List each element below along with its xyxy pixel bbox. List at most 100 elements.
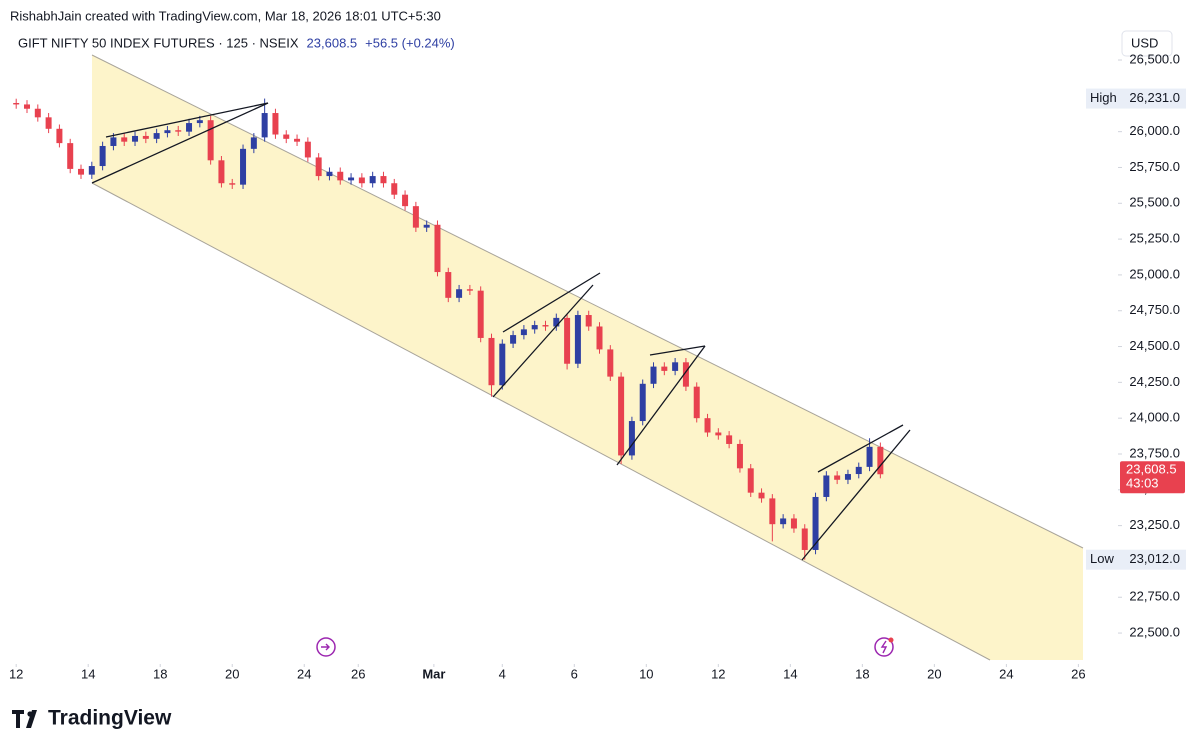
- candle-body: [477, 290, 484, 338]
- brand: TradingView: [48, 707, 172, 730]
- candle-body: [628, 421, 635, 456]
- candle-body: [207, 120, 214, 161]
- candle-body: [499, 343, 506, 386]
- candle-body: [56, 128, 63, 144]
- candle-body: [661, 366, 668, 371]
- candle-body: [715, 432, 722, 436]
- high-marker-label: 26,231.0: [1129, 90, 1180, 105]
- candle-body: [542, 325, 549, 327]
- y-tick-label: 25,000.0: [1129, 266, 1180, 281]
- event-icon: [316, 637, 336, 657]
- candle-body: [531, 325, 538, 330]
- candle-body: [434, 224, 441, 273]
- countdown: 43:03: [1126, 476, 1159, 491]
- candle-body: [218, 160, 225, 184]
- x-tick-label: 18: [855, 666, 869, 681]
- x-tick-label: 20: [927, 666, 941, 681]
- candle-body: [132, 135, 139, 142]
- candle-body: [45, 117, 52, 129]
- candle-body: [348, 177, 355, 181]
- x-tick-label: 14: [81, 666, 95, 681]
- y-tick-label: 24,500.0: [1129, 338, 1180, 353]
- candle-body: [877, 446, 884, 475]
- candle-body: [175, 130, 182, 132]
- candle-body: [607, 349, 614, 377]
- credit: RishabhJain created with TradingView.com…: [10, 8, 441, 23]
- wedge-line: [492, 284, 594, 398]
- x-tick-label: 6: [571, 666, 578, 681]
- wedge-line: [502, 272, 601, 333]
- candle-body: [693, 386, 700, 419]
- y-tick-label: 23,750.0: [1129, 445, 1180, 460]
- x-tick-label: 4: [499, 666, 506, 681]
- channel-fill: [92, 55, 1083, 660]
- x-tick-label: 24: [297, 666, 311, 681]
- candle-body: [358, 177, 365, 184]
- y-tick-label: 24,000.0: [1129, 410, 1180, 425]
- x-tick-label: 26: [1071, 666, 1085, 681]
- candle-body: [283, 134, 290, 139]
- candle-body: [747, 468, 754, 493]
- y-tick-label: 26,000.0: [1129, 123, 1180, 138]
- wedge-line: [616, 345, 706, 466]
- y-tick-label: 25,500.0: [1129, 195, 1180, 210]
- candle-body: [844, 474, 851, 480]
- change: +56.5 (+0.24%): [365, 35, 455, 50]
- candle-body: [585, 315, 592, 327]
- low-marker-label: 23,012.0: [1129, 551, 1180, 566]
- candle-body: [315, 157, 322, 177]
- wedge-line: [91, 102, 269, 184]
- candle-body: [510, 335, 517, 344]
- candle-body: [67, 143, 74, 169]
- low-marker-text: Low: [1090, 551, 1114, 566]
- currency[interactable]: USD: [1131, 35, 1158, 50]
- candle-body: [564, 317, 571, 364]
- candle-body: [229, 183, 236, 185]
- candle-body: [88, 166, 95, 175]
- logo: TradingView: [12, 707, 172, 730]
- y-tick-label: 25,250.0: [1129, 231, 1180, 246]
- candle-body: [866, 446, 873, 467]
- candle-body: [445, 272, 452, 298]
- wedge-line: [801, 429, 911, 561]
- candle-body: [855, 466, 862, 475]
- currency-button[interactable]: [1121, 30, 1173, 57]
- candle-body: [650, 366, 657, 384]
- y-tick-label: 23,250.0: [1129, 517, 1180, 532]
- candle-body: [369, 176, 376, 184]
- candle-body: [240, 148, 247, 185]
- candle-body: [412, 206, 419, 228]
- candle-body: [790, 518, 797, 529]
- candle-body: [736, 443, 743, 469]
- candle-body: [13, 103, 20, 105]
- candle-body: [672, 362, 679, 371]
- candle-body: [121, 137, 128, 142]
- candle-body: [758, 492, 765, 499]
- y-tick-label: 24,750.0: [1129, 302, 1180, 317]
- candle-body: [304, 141, 311, 158]
- candle-body: [186, 123, 193, 132]
- candle-body: [99, 145, 106, 167]
- x-tick-label: 12: [711, 666, 725, 681]
- candle-body: [466, 289, 473, 291]
- wedge-line: [817, 424, 904, 473]
- candle-body: [423, 224, 430, 228]
- candle-body: [34, 108, 41, 118]
- channel-lower: [91, 182, 991, 661]
- candle-body: [704, 418, 711, 433]
- x-tick-label: 10: [639, 666, 653, 681]
- wedge-line: [105, 102, 269, 138]
- candle-body: [110, 137, 117, 146]
- x-tick-label: 24: [999, 666, 1013, 681]
- candle-body: [250, 137, 257, 149]
- high-marker-text: High: [1090, 90, 1117, 105]
- candle-body: [574, 315, 581, 364]
- candle-body: [153, 133, 160, 139]
- candle-body: [801, 528, 808, 550]
- event-icon: [874, 637, 894, 657]
- x-tick-label: 26: [351, 666, 365, 681]
- credit-bg: [0, 0, 1200, 30]
- candle-body: [726, 435, 733, 444]
